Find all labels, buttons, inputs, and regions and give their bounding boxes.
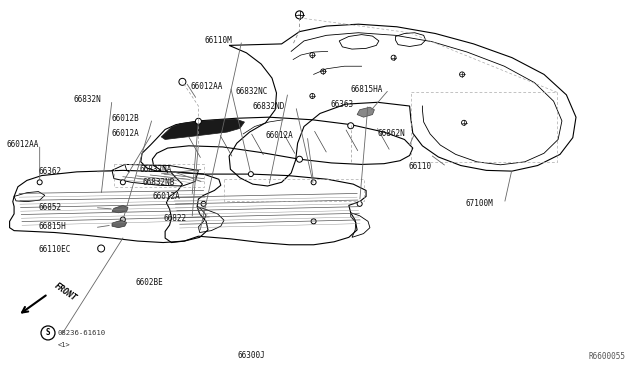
Circle shape [310,52,315,58]
Text: 67100M: 67100M [466,199,493,208]
Circle shape [195,118,202,124]
Text: 66832ND: 66832ND [253,102,285,110]
Circle shape [41,326,55,340]
Polygon shape [161,119,244,140]
Text: 66852: 66852 [38,203,61,212]
Circle shape [120,180,125,185]
Circle shape [461,120,467,125]
Circle shape [296,11,303,19]
Text: 66012A: 66012A [152,192,180,201]
Circle shape [311,219,316,224]
Text: 66363: 66363 [331,100,354,109]
Circle shape [391,55,396,60]
Text: 66110EC: 66110EC [38,245,71,254]
Polygon shape [357,107,374,117]
Circle shape [311,180,316,185]
Text: 66815H: 66815H [38,222,66,231]
Text: 66815HA: 66815HA [351,85,383,94]
Circle shape [296,156,303,162]
Text: 66862N: 66862N [378,129,405,138]
Text: 66300J: 66300J [238,351,266,360]
Text: 66832NC: 66832NC [236,87,268,96]
Circle shape [310,93,315,99]
Polygon shape [112,220,127,228]
Polygon shape [112,205,128,213]
Text: 66012B: 66012B [112,114,140,123]
Text: 08236-61610: 08236-61610 [58,330,106,336]
Text: R6600055: R6600055 [589,352,626,361]
Circle shape [357,201,362,206]
Circle shape [98,245,104,252]
Text: 66362: 66362 [38,167,61,176]
Text: 66832NA: 66832NA [140,165,172,174]
Text: 6602BE: 6602BE [136,278,163,287]
Text: 66012A: 66012A [112,129,140,138]
Text: 66012AA: 66012AA [6,140,39,149]
Circle shape [37,180,42,185]
Text: S: S [45,328,51,337]
Circle shape [248,171,253,177]
Circle shape [120,217,125,222]
Text: 66832N: 66832N [74,95,101,104]
Circle shape [460,72,465,77]
Circle shape [321,69,326,74]
Text: 66832NB: 66832NB [142,178,175,187]
Text: 66012A: 66012A [266,131,293,140]
Circle shape [348,123,354,129]
Circle shape [179,78,186,85]
Text: <1>: <1> [58,342,71,348]
Text: FRONT: FRONT [52,281,78,303]
Text: 66110M: 66110M [205,36,232,45]
Text: 66012AA: 66012AA [191,82,223,91]
Circle shape [201,201,206,206]
Text: 66110: 66110 [408,162,431,171]
Text: 66822: 66822 [163,214,186,223]
